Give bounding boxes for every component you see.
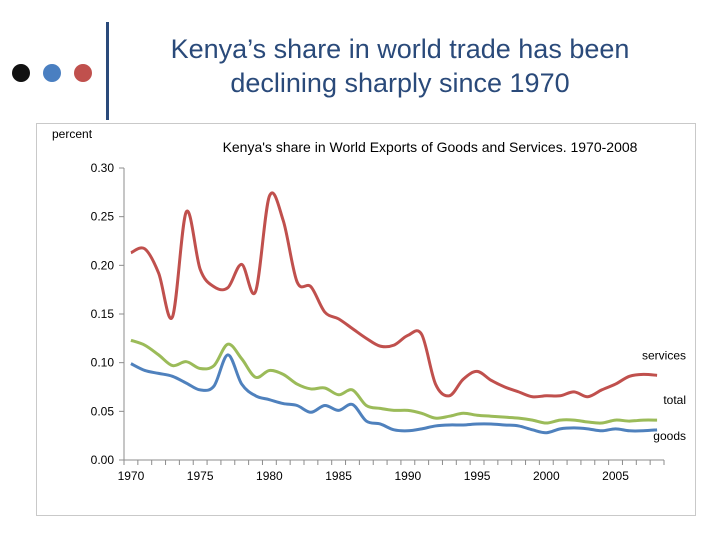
red-dot-icon bbox=[74, 64, 92, 82]
series-label-goods: goods bbox=[653, 429, 686, 443]
chart-frame bbox=[36, 123, 696, 516]
slide-title: Kenya’s share in world trade has been de… bbox=[120, 32, 680, 100]
x-tick-label: 2000 bbox=[533, 469, 560, 483]
x-tick-label: 1970 bbox=[118, 469, 145, 483]
chart-title: Kenya's share in World Exports of Goods … bbox=[223, 139, 638, 155]
y-tick-label: 0.05 bbox=[91, 404, 115, 418]
y-tick-label: 0.00 bbox=[91, 453, 115, 467]
y-tick-label: 0.30 bbox=[91, 161, 115, 175]
series-lines bbox=[130, 191, 658, 435]
y-tick-label: 0.15 bbox=[91, 307, 115, 321]
x-tick-label: 1980 bbox=[256, 469, 283, 483]
x-tick-label: 1995 bbox=[464, 469, 491, 483]
series-line-total bbox=[130, 338, 658, 425]
slide-title-line-1: Kenya’s share in world trade has been bbox=[170, 34, 630, 64]
y-tick-label: 0.10 bbox=[91, 356, 115, 370]
x-tick-label: 2005 bbox=[602, 469, 629, 483]
y-ticks: 0.00 0.05 0.10 0.15 0.20 0.25 0.30 bbox=[91, 161, 124, 467]
x-tick-label: 1990 bbox=[394, 469, 421, 483]
y-tick-label: 0.25 bbox=[91, 210, 115, 224]
y-tick-label: 0.20 bbox=[91, 258, 115, 272]
blue-dot-icon bbox=[43, 64, 61, 82]
series-labels: services total goods bbox=[642, 348, 686, 443]
series-label-total: total bbox=[663, 393, 686, 407]
series-label-services: services bbox=[642, 348, 686, 362]
title-divider-bar bbox=[106, 22, 109, 120]
series-line-goods bbox=[130, 353, 658, 435]
slide-title-line-2: declining sharply since 1970 bbox=[230, 68, 570, 98]
series-line-services bbox=[130, 191, 658, 399]
black-dot-icon bbox=[12, 64, 30, 82]
y-axis-label: percent bbox=[52, 127, 93, 141]
x-ticks: 1970 1975 1980 1985 1990 1995 2000 2005 bbox=[118, 460, 665, 483]
x-tick-label: 1975 bbox=[187, 469, 214, 483]
x-tick-label: 1985 bbox=[325, 469, 352, 483]
